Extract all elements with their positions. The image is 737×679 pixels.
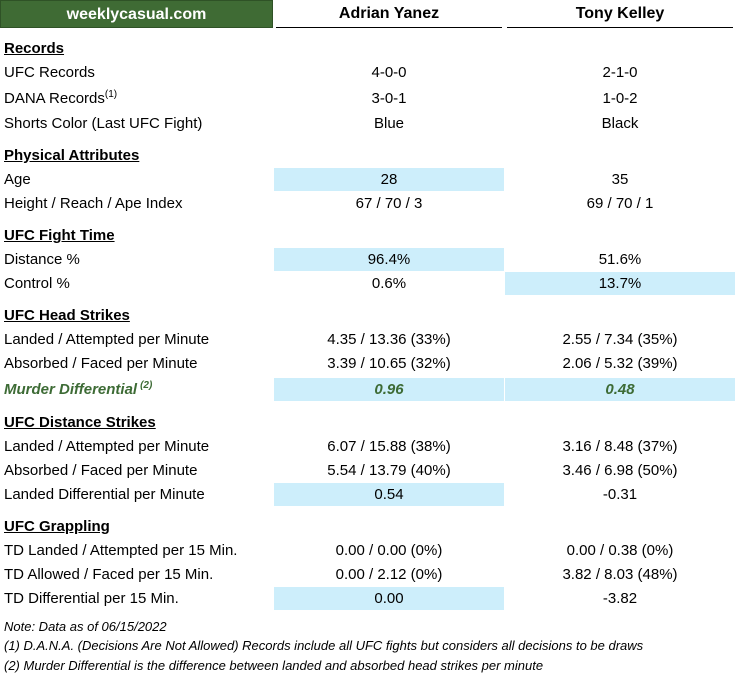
fighter-b-value: 2.06 / 5.32 (39%) bbox=[562, 355, 678, 372]
fighter-a-value: 0.54 bbox=[274, 483, 504, 506]
fighter-a-value: Blue bbox=[373, 115, 405, 132]
fighter-a-value: 28 bbox=[274, 168, 504, 191]
row-td-landed: TD Landed / Attempted per 15 Min. 0.00 /… bbox=[0, 539, 737, 562]
row-ufc-records: UFC Records 4-0-0 2-1-0 bbox=[0, 61, 737, 84]
section-grappling: UFC Grappling bbox=[0, 515, 737, 538]
fighter-b-value: 2-1-0 bbox=[602, 64, 638, 81]
section-physical: Physical Attributes bbox=[0, 144, 737, 167]
fighter-a-value: 5.54 / 13.79 (40%) bbox=[327, 462, 451, 479]
footnote-ref: (1) bbox=[104, 89, 118, 100]
row-label: Control % bbox=[4, 275, 70, 292]
fighter-a-value: 0.6% bbox=[371, 275, 407, 292]
section-records: Records bbox=[0, 37, 737, 60]
section-title: UFC Distance Strikes bbox=[4, 414, 156, 431]
fighter-a-value: 3.39 / 10.65 (32%) bbox=[327, 355, 451, 372]
row-label-text: Murder Differential bbox=[4, 381, 138, 398]
row-distance-pct: Distance % 96.4% 51.6% bbox=[0, 248, 737, 271]
footnote-1: (1) D.A.N.A. (Decisions Are Not Allowed)… bbox=[4, 638, 644, 653]
row-label: Murder Differential (2) bbox=[4, 378, 152, 401]
note-date: Note: Data as of 06/15/2022 bbox=[4, 619, 167, 634]
row-label: TD Differential per 15 Min. bbox=[4, 590, 179, 607]
fighter-b-value: 2.55 / 7.34 (35%) bbox=[562, 331, 678, 348]
fighter-b-value: 35 bbox=[611, 171, 629, 188]
row-label: Landed / Attempted per Minute bbox=[4, 438, 210, 455]
row-label: TD Landed / Attempted per 15 Min. bbox=[4, 542, 238, 559]
fighter-a-value: 3-0-1 bbox=[371, 90, 407, 107]
section-fight-time: UFC Fight Time bbox=[0, 224, 737, 247]
row-label: Height / Reach / Ape Index bbox=[4, 195, 183, 212]
row-dist-landed: Landed / Attempted per Minute 6.07 / 15.… bbox=[0, 435, 737, 458]
row-label: Landed Differential per Minute bbox=[4, 486, 205, 503]
fighter-b-underline bbox=[507, 27, 733, 28]
fighter-a-value: 6.07 / 15.88 (38%) bbox=[327, 438, 451, 455]
row-label: UFC Records bbox=[4, 64, 95, 81]
fighter-b-value: 0.00 / 0.38 (0%) bbox=[566, 542, 674, 559]
fighter-a-value: 0.00 / 2.12 (0%) bbox=[335, 566, 443, 583]
row-head-absorbed: Absorbed / Faced per Minute 3.39 / 10.65… bbox=[0, 352, 737, 375]
section-head-strikes: UFC Head Strikes bbox=[0, 304, 737, 327]
row-label: Age bbox=[4, 171, 31, 188]
row-label-text: DANA Records bbox=[4, 90, 105, 107]
fighter-a-value: 0.00 bbox=[274, 587, 504, 610]
row-td-diff: TD Differential per 15 Min. 0.00 -3.82 bbox=[0, 587, 737, 610]
row-shorts-color: Shorts Color (Last UFC Fight) Blue Black bbox=[0, 112, 737, 135]
row-head-landed: Landed / Attempted per Minute 4.35 / 13.… bbox=[0, 328, 737, 351]
row-label: Landed / Attempted per Minute bbox=[4, 331, 210, 348]
row-label: Shorts Color (Last UFC Fight) bbox=[4, 115, 203, 132]
row-dist-absorbed: Absorbed / Faced per Minute 5.54 / 13.79… bbox=[0, 459, 737, 482]
section-title: UFC Grappling bbox=[4, 518, 110, 535]
fighter-b-value: Black bbox=[601, 115, 639, 132]
row-height-reach: Height / Reach / Ape Index 67 / 70 / 3 6… bbox=[0, 192, 737, 215]
row-age: Age 28 35 bbox=[0, 168, 737, 191]
fighter-a-underline bbox=[276, 27, 502, 28]
fighter-a-value: 4.35 / 13.36 (33%) bbox=[327, 331, 451, 348]
fighter-b-value: -0.31 bbox=[602, 486, 638, 503]
footnote-ref: (2) bbox=[140, 380, 153, 391]
fighter-a-value: 4-0-0 bbox=[371, 64, 407, 81]
fighter-b-value: 3.46 / 6.98 (50%) bbox=[562, 462, 678, 479]
fighter-b-value: 69 / 70 / 1 bbox=[586, 195, 654, 212]
fighter-b-value: 51.6% bbox=[598, 251, 642, 268]
section-title: UFC Head Strikes bbox=[4, 307, 130, 324]
section-title: Physical Attributes bbox=[4, 147, 140, 164]
row-dana-records: DANA Records(1) 3-0-1 1-0-2 bbox=[0, 87, 737, 110]
fighter-a-value: 0.96 bbox=[274, 378, 504, 401]
row-murder-differential: Murder Differential (2) 0.96 0.48 bbox=[0, 378, 737, 401]
section-distance-strikes: UFC Distance Strikes bbox=[0, 411, 737, 434]
fighter-b-value: 3.82 / 8.03 (48%) bbox=[562, 566, 678, 583]
fighter-b-value: 0.48 bbox=[505, 378, 735, 401]
fighter-b-value: -3.82 bbox=[602, 590, 638, 607]
row-label: DANA Records(1) bbox=[4, 87, 117, 110]
row-control-pct: Control % 0.6% 13.7% bbox=[0, 272, 737, 295]
fighter-a-value: 67 / 70 / 3 bbox=[355, 195, 423, 212]
section-title: Records bbox=[4, 40, 65, 57]
fighter-b-value: 3.16 / 8.48 (37%) bbox=[562, 438, 678, 455]
fighter-a-name: Adrian Yanez bbox=[338, 5, 440, 22]
footnote-2: (2) Murder Differential is the differenc… bbox=[4, 658, 544, 673]
row-label: Absorbed / Faced per Minute bbox=[4, 462, 198, 479]
fighter-a-value: 96.4% bbox=[274, 248, 504, 271]
row-dist-diff: Landed Differential per Minute 0.54 -0.3… bbox=[0, 483, 737, 506]
row-td-allowed: TD Allowed / Faced per 15 Min. 0.00 / 2.… bbox=[0, 563, 737, 586]
row-label: Absorbed / Faced per Minute bbox=[4, 355, 198, 372]
fighter-b-value: 1-0-2 bbox=[602, 90, 638, 107]
section-title: UFC Fight Time bbox=[4, 227, 115, 244]
row-label: TD Allowed / Faced per 15 Min. bbox=[4, 566, 214, 583]
fighter-b-name: Tony Kelley bbox=[575, 5, 665, 22]
fighter-a-value: 0.00 / 0.00 (0%) bbox=[335, 542, 443, 559]
site-brand: weeklycasual.com bbox=[0, 0, 273, 28]
row-label: Distance % bbox=[4, 251, 80, 268]
fighter-b-value: 13.7% bbox=[505, 272, 735, 295]
